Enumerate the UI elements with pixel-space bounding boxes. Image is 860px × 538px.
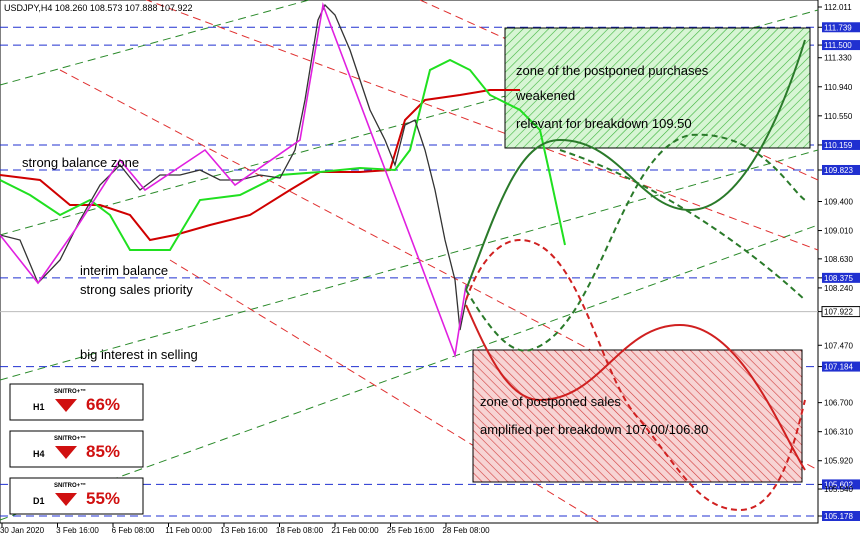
panel-timeframe: D1 xyxy=(33,496,45,506)
annotations: strong balance zone interim balance strong… xyxy=(22,63,709,437)
down-arrow xyxy=(55,446,77,459)
panel-brand: SNITRO+™ xyxy=(54,435,86,442)
annotation: strong balance zone xyxy=(22,155,139,170)
panel-percent: 55% xyxy=(86,489,120,508)
time-label: 18 Feb 08:00 xyxy=(276,526,324,535)
price-tag xyxy=(821,306,860,318)
time-axis-bg xyxy=(0,524,819,538)
price-label: 107.470 xyxy=(824,341,853,350)
time-label: 25 Feb 16:00 xyxy=(387,526,435,535)
time-label: 6 Feb 08:00 xyxy=(112,526,155,535)
price-tag xyxy=(822,139,860,150)
price-label: 111.739 xyxy=(824,23,852,32)
down-arrow xyxy=(55,399,77,412)
price-label: 109.400 xyxy=(824,197,853,206)
price-label: 105.920 xyxy=(824,457,853,466)
annotation: amplified per breakdown 107.00/106.80 xyxy=(480,422,708,437)
price-label: 108.630 xyxy=(824,255,853,264)
price-tag xyxy=(822,272,860,283)
panel-brand: SNITRO+™ xyxy=(54,388,86,395)
annotation: zone of the postponed purchases xyxy=(516,63,709,78)
header-title: USDJPY,H4 108.260 108.573 107.888 107.92… xyxy=(4,3,193,13)
panel-brand: SNITRO+™ xyxy=(54,482,86,489)
panel xyxy=(9,383,144,421)
price-label: 107.184 xyxy=(824,363,853,372)
price-label: 112.011 xyxy=(824,3,852,12)
price-tag xyxy=(822,479,860,490)
price-label: 109.010 xyxy=(824,227,853,236)
price-label: 108.240 xyxy=(824,284,853,293)
price-label: 107.922 xyxy=(824,308,853,317)
price-label: 109.823 xyxy=(824,166,853,175)
annotation: zone of postponed sales xyxy=(480,394,621,409)
cloud-green xyxy=(0,58,566,251)
buy-zone xyxy=(504,27,811,149)
annotation: interim balance xyxy=(80,263,168,278)
price-axis-bg xyxy=(819,0,860,538)
annotation: big interest in selling xyxy=(80,347,198,362)
panel-percent: 66% xyxy=(86,395,120,414)
price-label: 108.375 xyxy=(824,274,853,283)
annotation: relevant for breakdown 109.50 xyxy=(516,116,692,131)
price-label: 110.940 xyxy=(824,83,853,92)
time-label: 3 Feb 16:00 xyxy=(56,526,99,535)
panel-timeframe: H4 xyxy=(33,449,45,459)
price-label: 111.500 xyxy=(824,41,852,50)
zigzag xyxy=(0,1,467,359)
forecasts xyxy=(465,39,806,512)
price-label: 111.330 xyxy=(824,54,852,63)
price-tag xyxy=(822,511,860,521)
panel xyxy=(9,430,144,468)
panel xyxy=(9,477,144,515)
price-tag xyxy=(822,164,860,175)
panel-timeframe: H1 xyxy=(33,402,45,412)
price-label: 110.159 xyxy=(824,141,853,150)
panel-percent: 85% xyxy=(86,442,120,461)
price-label: 105.602 xyxy=(824,480,853,489)
time-label: 11 Feb 00:00 xyxy=(165,526,212,535)
down-arrow xyxy=(55,493,77,506)
price-tag xyxy=(822,361,860,372)
price-label: 105.540 xyxy=(824,485,853,494)
price-tag xyxy=(822,40,860,51)
price-tag xyxy=(822,22,860,33)
price-label: 106.310 xyxy=(824,428,853,437)
price-label: 106.700 xyxy=(824,399,853,408)
time-label: 28 Feb 08:00 xyxy=(442,526,490,535)
annotation: weakened xyxy=(515,88,575,103)
time-label: 13 Feb 16:00 xyxy=(220,526,268,535)
price-label: 110.550 xyxy=(824,112,853,121)
time-label: 30 Jan 2020 xyxy=(0,526,45,535)
price-label: 105.178 xyxy=(824,512,853,521)
price xyxy=(0,3,467,331)
annotation: strong sales priority xyxy=(80,282,193,297)
time-label: 21 Feb 00:00 xyxy=(331,526,379,535)
